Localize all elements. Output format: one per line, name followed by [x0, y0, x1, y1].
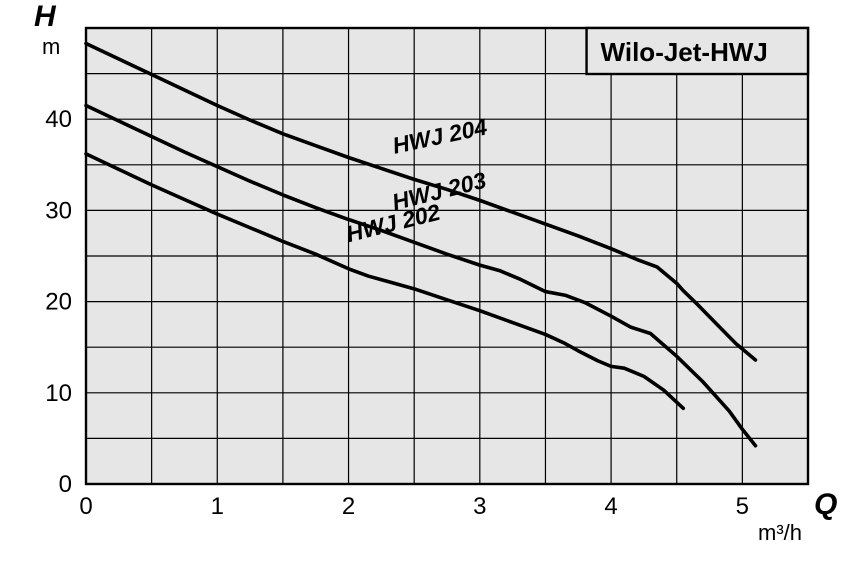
y-axis-title: H: [34, 0, 57, 33]
x-tick-label: 0: [79, 493, 92, 520]
x-tick-label: 5: [736, 493, 749, 520]
x-tick-label: 3: [473, 493, 486, 520]
y-tick-label: 30: [45, 197, 72, 224]
chart-svg: HWJ 202HWJ 203HWJ 204Wilo-Jet-HWJ0123450…: [0, 0, 847, 572]
y-tick-label: 0: [59, 471, 72, 498]
chart-title: Wilo-Jet-HWJ: [601, 37, 768, 67]
x-tick-label: 4: [604, 493, 617, 520]
pump-curve-chart: HWJ 202HWJ 203HWJ 204Wilo-Jet-HWJ0123450…: [0, 0, 847, 572]
y-tick-label: 20: [45, 289, 72, 316]
y-tick-label: 40: [45, 106, 72, 133]
x-tick-label: 1: [211, 493, 224, 520]
y-axis-unit: m: [42, 34, 60, 59]
x-tick-label: 2: [342, 493, 355, 520]
y-tick-label: 10: [45, 380, 72, 407]
x-axis-title: Q: [814, 488, 837, 521]
x-axis-unit: m³/h: [758, 520, 802, 545]
